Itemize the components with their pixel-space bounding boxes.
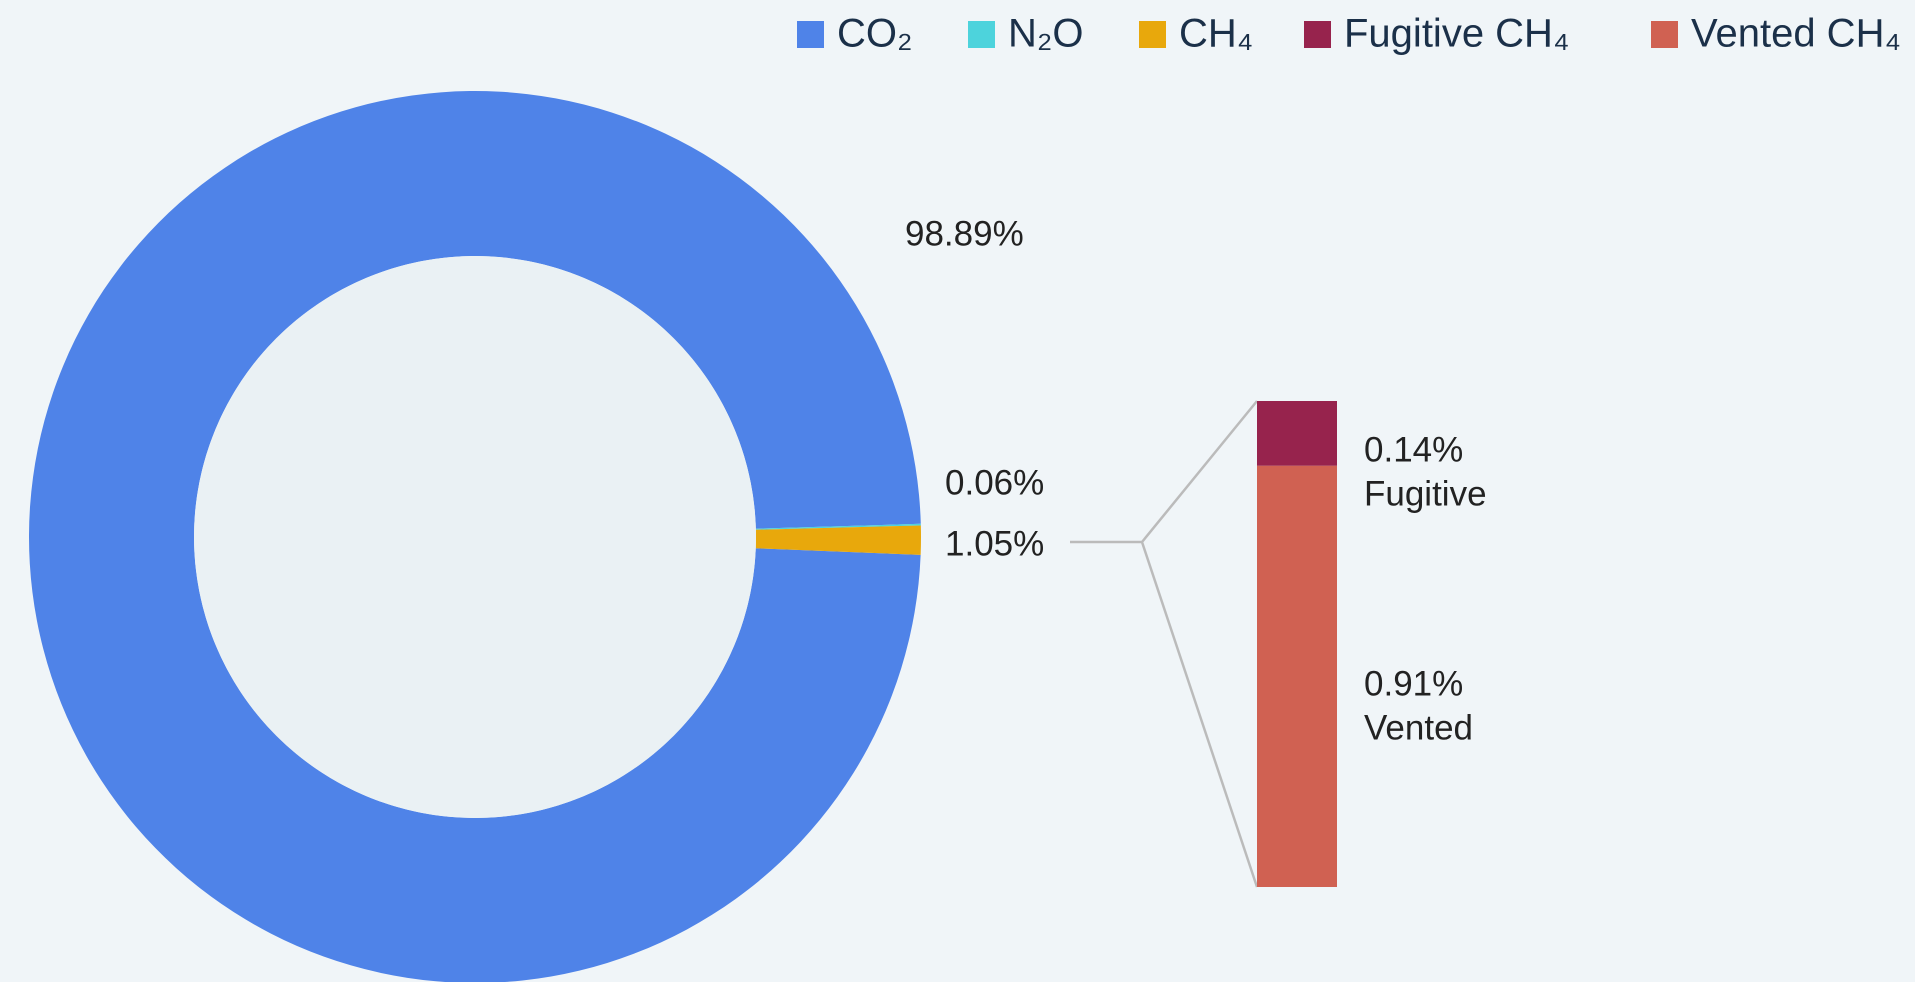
slice-label: 1.05%: [945, 524, 1044, 563]
donut-hole: [194, 256, 756, 818]
breakdown-bar: [1257, 465, 1337, 887]
donut-slice: [29, 91, 921, 982]
legend-label: CH₄: [1179, 12, 1253, 56]
bar-value-label: 0.14%: [1364, 430, 1463, 469]
legend-swatch: [1139, 21, 1166, 48]
donut-slice: [755, 525, 922, 555]
legend-swatch: [1651, 21, 1678, 48]
legend-swatch: [1304, 21, 1331, 48]
legend-label: Vented CH₄: [1691, 12, 1901, 56]
legend-label: Fugitive CH₄: [1344, 12, 1569, 56]
bar-value-label: 0.91%: [1364, 664, 1463, 703]
legend-label: CO₂: [837, 12, 913, 56]
slice-label: 98.89%: [905, 214, 1024, 253]
bar-category-label: Vented: [1364, 708, 1473, 747]
legend-swatch: [797, 21, 824, 48]
connector: [1070, 400, 1259, 888]
donut-slice: [755, 523, 921, 530]
legend-swatch: [968, 21, 995, 48]
legend-label: N₂O: [1008, 12, 1084, 56]
breakdown-bar: [1257, 401, 1337, 466]
slice-label: 0.06%: [945, 463, 1044, 502]
bar-category-label: Fugitive: [1364, 474, 1487, 513]
